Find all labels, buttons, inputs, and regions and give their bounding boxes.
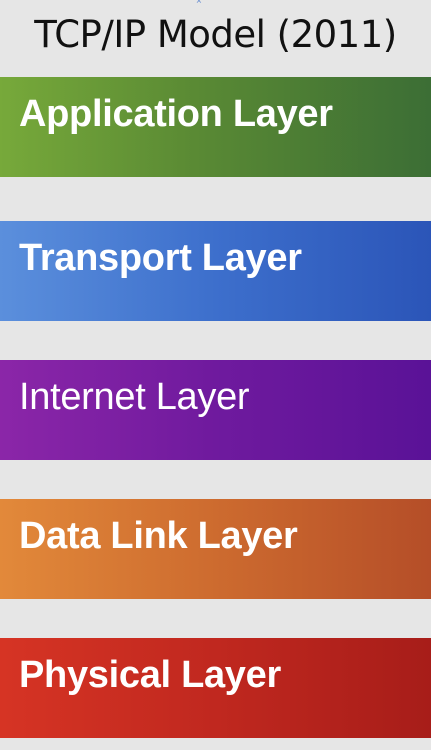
layer-label: Application Layer (19, 93, 333, 135)
layer-internet: Internet Layer (0, 360, 431, 460)
layer-data-link: Data Link Layer (0, 499, 431, 599)
layer-label: Internet Layer (19, 376, 250, 418)
layer-application: Application Layer (0, 77, 431, 177)
layer-label: Transport Layer (19, 237, 302, 279)
layer-label: Physical Layer (19, 654, 281, 696)
resize-mark-icon: × (196, 0, 202, 7)
layer-transport: Transport Layer (0, 221, 431, 321)
layer-physical: Physical Layer (0, 638, 431, 738)
layer-label: Data Link Layer (19, 515, 298, 557)
diagram-title: TCP/IP Model (2011) (34, 13, 397, 56)
